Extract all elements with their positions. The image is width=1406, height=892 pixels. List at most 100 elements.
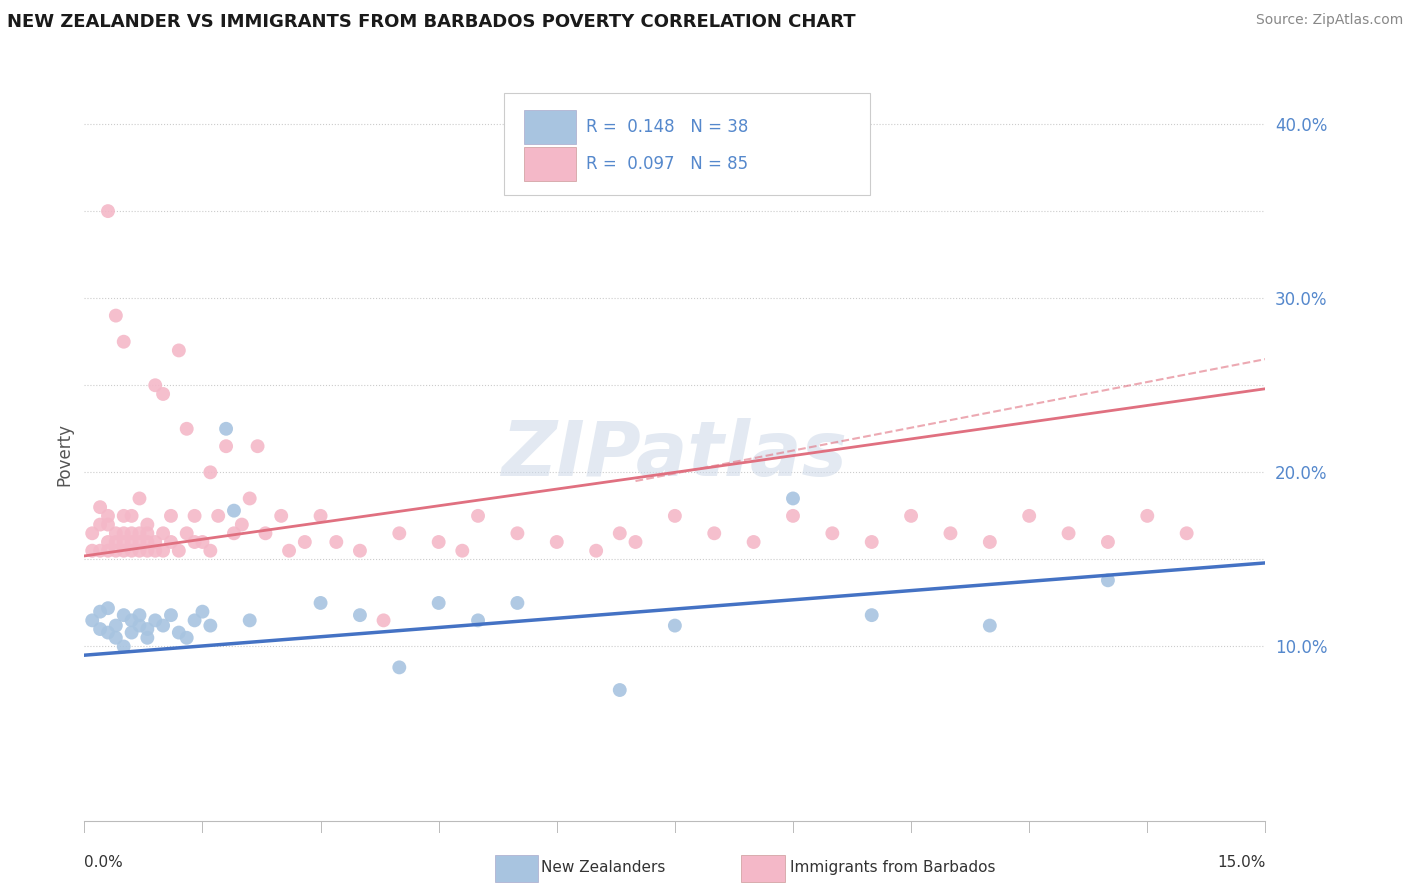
Point [388,660,411,674]
Point [121,508,143,523]
Point [82,613,104,627]
FancyBboxPatch shape [523,147,575,180]
Point [143,535,166,549]
Point [143,543,166,558]
Point [239,613,262,627]
Point [979,618,1001,632]
Point [427,535,450,549]
Point [821,526,844,541]
Text: ZIPatlas: ZIPatlas [502,418,848,491]
Point [609,526,631,541]
Point [506,526,529,541]
Point [82,543,104,558]
Point [183,613,205,627]
Point [152,387,174,401]
Point [200,466,222,480]
Point [136,622,159,636]
Point [97,517,120,532]
Point [860,608,883,623]
Point [152,618,174,632]
Point [294,535,316,549]
Point [270,508,292,523]
Point [121,613,143,627]
Point [121,543,143,558]
Point [128,608,150,623]
Point [388,526,411,541]
Point [112,608,135,623]
Point [143,613,166,627]
Point [112,535,135,549]
Point [782,508,804,523]
Point [97,625,120,640]
Point [664,618,686,632]
Point [239,491,262,506]
Text: Immigrants from Barbados: Immigrants from Barbados [790,860,995,874]
Point [278,543,301,558]
Point [89,543,111,558]
Point [112,334,135,349]
Point [104,631,127,645]
Text: Source: ZipAtlas.com: Source: ZipAtlas.com [1256,13,1403,28]
Text: R =  0.097   N = 85: R = 0.097 N = 85 [586,155,748,173]
Point [427,596,450,610]
Point [89,517,111,532]
Point [97,535,120,549]
Point [215,422,238,436]
FancyBboxPatch shape [503,93,870,195]
Point [183,508,205,523]
Point [215,439,238,453]
Point [121,526,143,541]
Point [128,526,150,541]
Point [104,543,127,558]
Point [703,526,725,541]
Point [89,622,111,636]
Point [167,543,190,558]
Point [160,608,183,623]
Point [246,439,269,453]
Point [609,683,631,698]
Point [176,422,198,436]
Point [152,543,174,558]
Point [104,535,127,549]
Point [128,491,150,506]
Point [97,601,120,615]
Point [97,508,120,523]
Point [112,526,135,541]
Point [506,596,529,610]
Point [451,543,474,558]
Point [152,526,174,541]
Point [742,535,765,549]
Point [373,613,395,627]
Text: NEW ZEALANDER VS IMMIGRANTS FROM BARBADOS POVERTY CORRELATION CHART: NEW ZEALANDER VS IMMIGRANTS FROM BARBADO… [7,13,856,31]
Point [160,508,183,523]
Text: 15.0%: 15.0% [1218,855,1265,870]
Point [167,343,190,358]
Point [207,508,229,523]
Point [176,631,198,645]
Point [254,526,277,541]
Point [624,535,647,549]
Point [585,543,607,558]
Text: 0.0%: 0.0% [84,855,124,870]
Point [104,618,127,632]
Point [900,508,922,523]
Point [128,543,150,558]
Point [128,618,150,632]
Point [191,535,214,549]
Point [860,535,883,549]
Point [136,517,159,532]
Point [1136,508,1159,523]
Point [231,517,253,532]
Point [200,543,222,558]
Point [136,631,159,645]
Point [89,605,111,619]
Point [349,608,371,623]
Point [782,491,804,506]
Point [467,508,489,523]
FancyBboxPatch shape [523,111,575,145]
Point [128,535,150,549]
Point [167,625,190,640]
Point [939,526,962,541]
Point [1097,574,1119,588]
Point [104,309,127,323]
